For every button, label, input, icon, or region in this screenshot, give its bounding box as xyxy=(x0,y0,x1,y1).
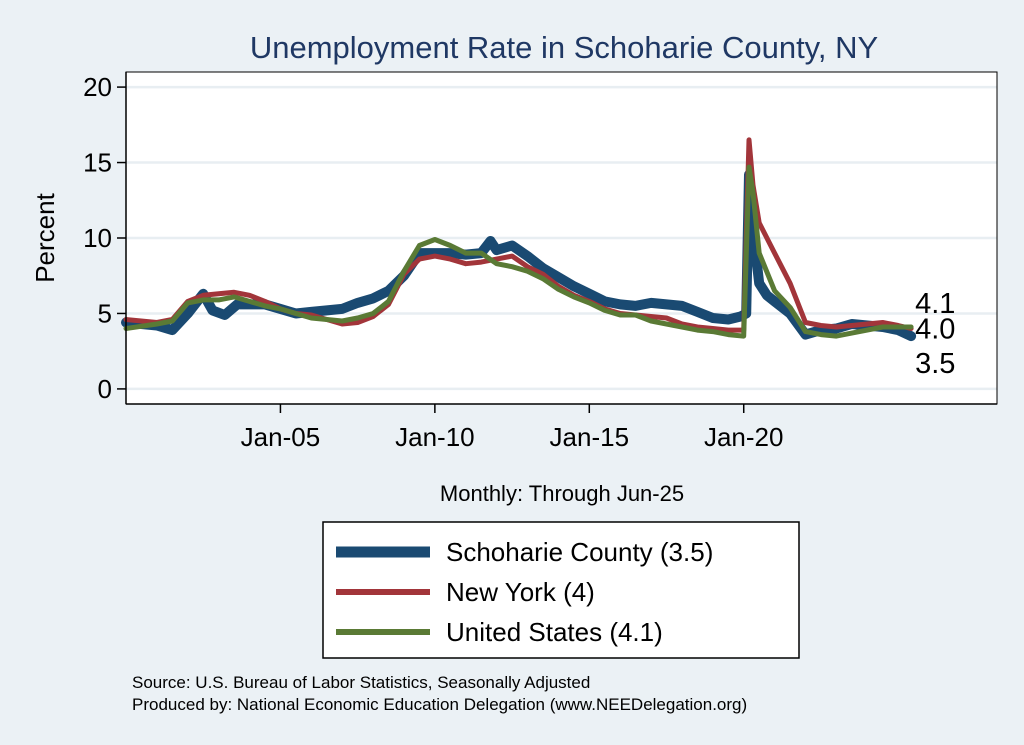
y-tick-label: 0 xyxy=(98,374,112,404)
x-tick-label: Jan-10 xyxy=(395,422,475,452)
series-line-2 xyxy=(123,164,914,339)
series-lines xyxy=(121,137,917,342)
gridlines xyxy=(126,85,997,391)
legend: Schoharie County (3.5) New York (4) United… xyxy=(322,521,800,659)
y-tick-label: 10 xyxy=(83,223,112,253)
x-axis-label: Monthly: Through Jun-25 xyxy=(440,481,684,506)
y-tick-label: 5 xyxy=(98,298,112,328)
legend-label: United States (4.1) xyxy=(446,617,663,647)
end-label: 4.0 xyxy=(915,314,955,346)
end-label: 4.1 xyxy=(915,288,955,320)
x-tick-label: Jan-20 xyxy=(704,422,784,452)
legend-items: Schoharie County (3.5) New York (4) United… xyxy=(336,537,713,647)
legend-label: Schoharie County (3.5) xyxy=(446,537,713,567)
legend-label: New York (4) xyxy=(446,577,595,607)
y-axis-label: Percent xyxy=(30,192,60,282)
producer-line: Produced by: National Economic Education… xyxy=(132,695,747,714)
y-tick-label: 20 xyxy=(83,72,112,102)
x-ticks: Jan-05 Jan-10 Jan-15 Jan-20 xyxy=(241,404,784,452)
end-labels: 4.14.03.5 xyxy=(915,288,955,380)
y-tick-label: 15 xyxy=(83,148,112,178)
x-tick-label: Jan-05 xyxy=(241,422,321,452)
y-ticks: 0 5 10 15 20 xyxy=(83,72,126,404)
x-tick-label: Jan-15 xyxy=(550,422,630,452)
chart-title: Unemployment Rate in Schoharie County, N… xyxy=(250,30,878,65)
end-label: 3.5 xyxy=(915,348,955,380)
source-line: Source: U.S. Bureau of Labor Statistics,… xyxy=(132,673,590,692)
